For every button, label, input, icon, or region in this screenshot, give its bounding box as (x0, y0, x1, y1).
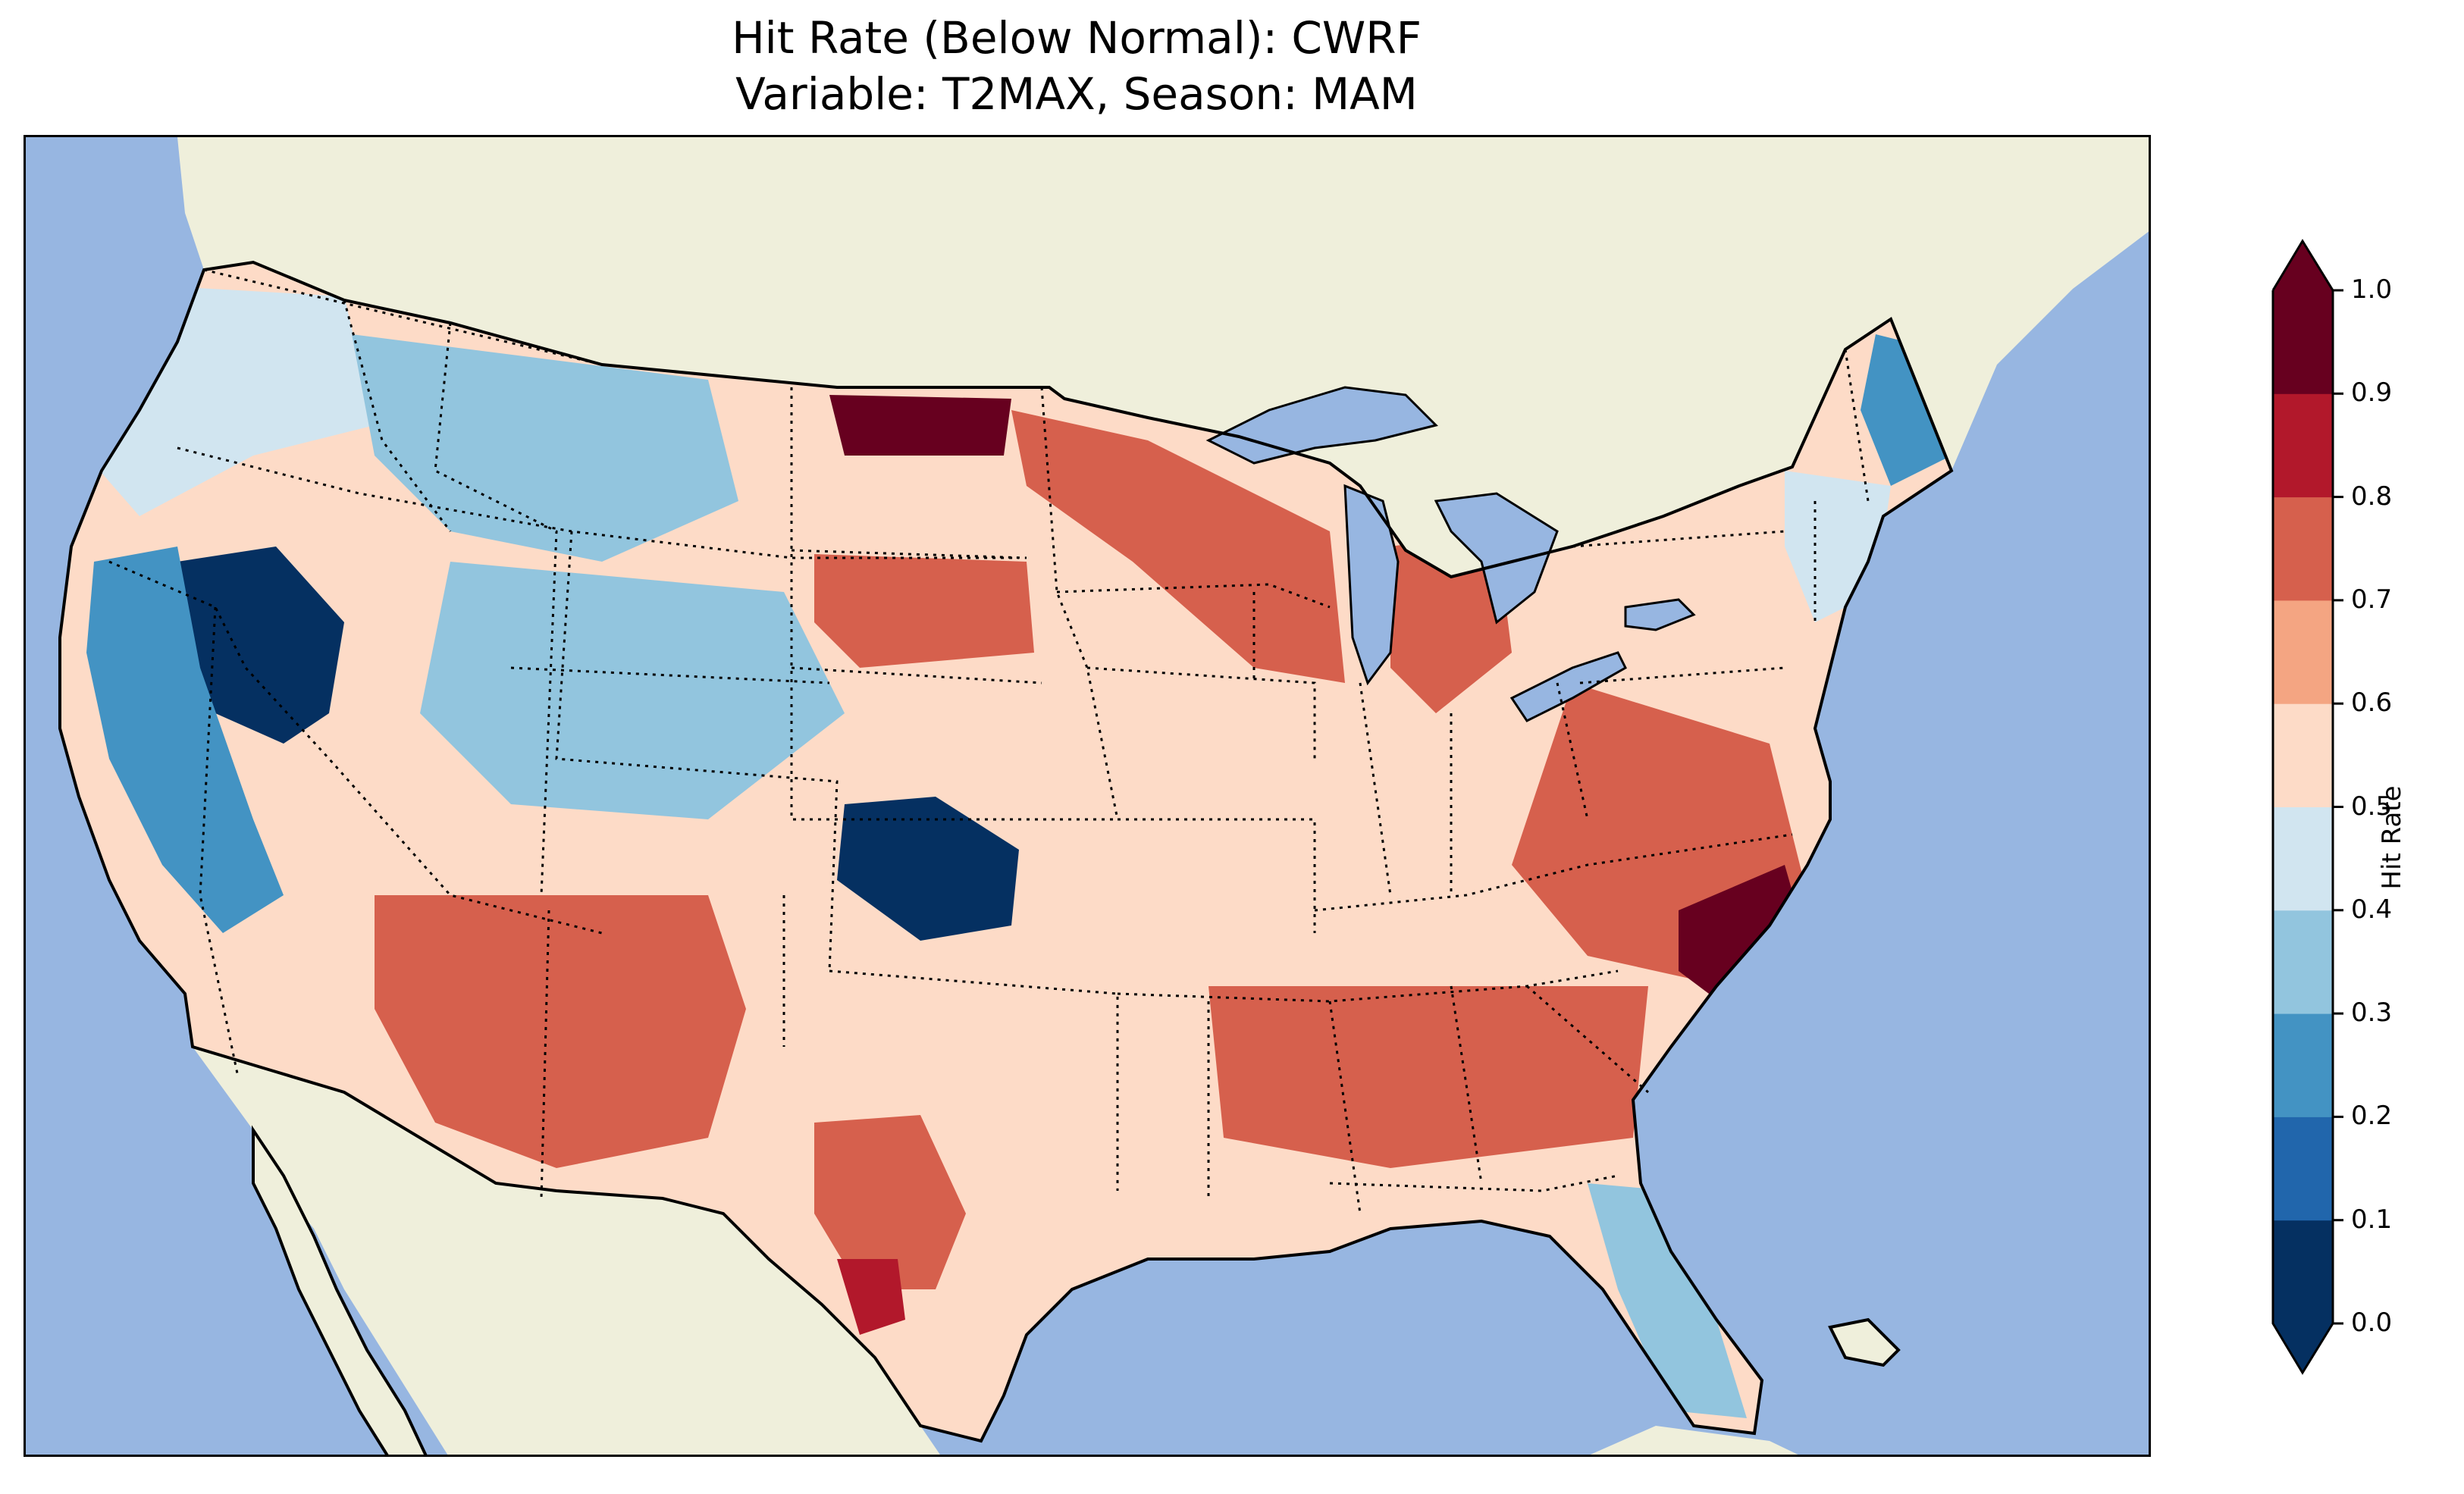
colorbar-bin (2273, 1220, 2333, 1324)
region-california-central-valley (86, 547, 284, 933)
yucatan-edge (1590, 1426, 1798, 1455)
colorbar-bin (2273, 600, 2333, 704)
colorbar-tick-label: 0.7 (2351, 584, 2393, 615)
colorbar-extend-min (2273, 1323, 2333, 1373)
state-borders (108, 299, 1870, 1214)
canada-border (203, 268, 1049, 389)
mexico-landmass (193, 1047, 940, 1455)
colorbar-bin (2273, 290, 2333, 394)
colorbar-bin (2273, 1013, 2333, 1117)
colorbar-bins (2273, 290, 2333, 1324)
colorbar-tick-marks (2333, 289, 2343, 1325)
colorbar-tick-label: 0.0 (2351, 1308, 2393, 1338)
colorbar-bin (2273, 910, 2333, 1014)
map-title-line-2: Variable: T2MAX, Season: MAM (735, 68, 1418, 120)
colorbar-bin (2273, 393, 2333, 498)
map-panel (24, 135, 2151, 1457)
cuba (1828, 1317, 1901, 1367)
lake-huron (1434, 492, 1559, 625)
region-great-basin-nevada (177, 547, 344, 744)
region-gulf-coast (1125, 1183, 1466, 1259)
region-deep-south (1208, 986, 1648, 1168)
map-title-line-1: Hit Rate (Below Normal): CWRF (732, 12, 1422, 64)
region-michigan (1390, 531, 1512, 713)
baja-california (252, 1125, 428, 1455)
colorbar-tick-label: 0.8 (2351, 481, 2393, 512)
region-minnesota-wisconsin (1011, 410, 1345, 683)
colorbar-tick-label: 0.6 (2351, 687, 2393, 719)
region-north-dakota-border (829, 395, 1011, 456)
colorbar-tick-label: 0.9 (2351, 377, 2393, 409)
colorbar-tick-label: 0.2 (2351, 1101, 2393, 1132)
region-colorado (420, 562, 845, 819)
region-south-dakota (814, 554, 1034, 668)
colorbar-bin (2273, 496, 2333, 601)
lake-michigan (1343, 484, 1400, 686)
colorbar-tick-label: 0.1 (2351, 1204, 2393, 1235)
colorbar-tick-label: 1.0 (2351, 274, 2393, 305)
colorbar-bin (2273, 807, 2333, 911)
colorbar-outline (2271, 239, 2334, 1375)
region-western-kansas (837, 797, 1019, 941)
canada-landmass (177, 137, 2149, 577)
colorbar-tick-label: 0.3 (2351, 998, 2393, 1029)
colorbar-tick-label: 0.4 (2351, 894, 2393, 925)
lake-ontario (1624, 598, 1696, 631)
region-florida (1588, 1183, 1747, 1418)
colorbar-tick-label: 0.5 (2351, 791, 2393, 822)
colorbar-bin (2273, 703, 2333, 807)
colorbar-label: Hit Rate (2377, 785, 2407, 890)
hit-rate-field (60, 262, 1951, 1441)
region-west-texas (814, 1115, 966, 1289)
colorbar: 0.0 0.1 0.2 0.3 0.4 0.5 0.6 0.7 0.8 0.9 1.0 (2271, 239, 2453, 1376)
colorbar-extend-max (2273, 241, 2333, 290)
region-idaho-wyoming (352, 334, 738, 562)
colorbar-bin (2273, 1117, 2333, 1221)
lake-erie (1509, 651, 1627, 722)
region-south-texas (837, 1259, 905, 1335)
region-midwest-ohio-valley (1011, 698, 1466, 956)
colorbar-svg (2271, 239, 2343, 1375)
region-arizona-new-mexico (375, 895, 746, 1168)
us-map (26, 137, 2149, 1455)
